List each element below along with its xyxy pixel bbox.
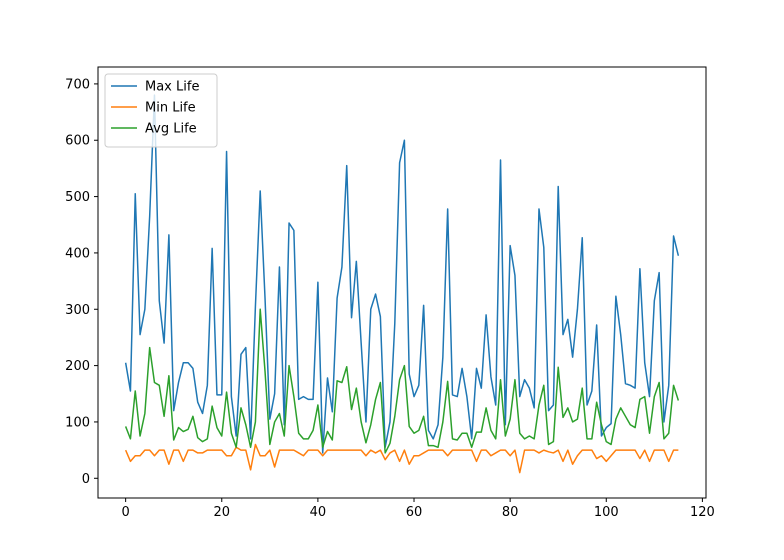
y-axis: 0 100 200 300 400 500 600 700 <box>65 77 98 487</box>
plot-frame <box>97 66 707 499</box>
x-tick-label: 100 <box>594 505 619 520</box>
x-tick-label: 20 <box>213 505 230 520</box>
x-tick-label: 0 <box>121 505 129 520</box>
x-tick-label: 40 <box>310 505 327 520</box>
legend-label: Max Life <box>145 80 199 95</box>
series-lines <box>124 94 680 474</box>
series-line-avg-life <box>124 308 680 454</box>
y-tick-label: 100 <box>65 415 90 430</box>
y-tick-label: 400 <box>65 246 90 261</box>
legend: Max Life Min Life Avg Life <box>104 73 218 148</box>
y-tick-label: 500 <box>65 190 90 205</box>
legend-label: Min Life <box>145 101 196 116</box>
series-line-max-life <box>124 94 680 454</box>
y-tick-label: 700 <box>65 77 90 92</box>
y-tick-label: 0 <box>82 472 90 487</box>
y-tick-label: 600 <box>65 134 90 149</box>
y-tick-label: 300 <box>65 303 90 318</box>
x-axis: 0 20 40 60 80 100 120 <box>121 498 715 520</box>
x-tick-label: 120 <box>690 505 715 520</box>
legend-label: Avg Life <box>145 122 197 137</box>
series-line-min-life <box>124 443 679 474</box>
x-tick-label: 60 <box>406 505 423 520</box>
y-tick-label: 200 <box>65 359 90 374</box>
x-tick-label: 80 <box>502 505 519 520</box>
